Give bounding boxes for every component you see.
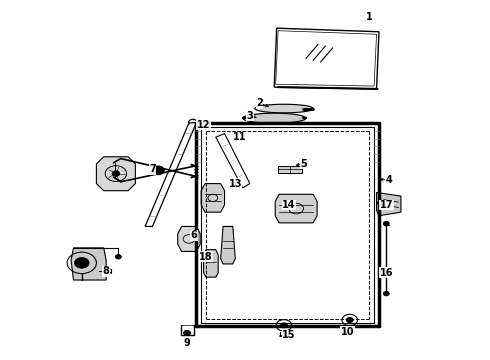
Text: 14: 14 (282, 200, 295, 210)
Polygon shape (275, 194, 317, 223)
Polygon shape (220, 226, 235, 264)
Polygon shape (278, 166, 302, 173)
Polygon shape (243, 113, 306, 123)
Polygon shape (255, 104, 313, 113)
Text: 9: 9 (183, 338, 190, 347)
Circle shape (112, 171, 120, 176)
Polygon shape (201, 184, 224, 212)
Text: 12: 12 (197, 120, 210, 130)
Text: 1: 1 (366, 13, 372, 22)
Circle shape (346, 318, 353, 323)
Polygon shape (178, 226, 200, 251)
Text: 18: 18 (199, 252, 213, 262)
Text: 3: 3 (246, 111, 253, 121)
Text: 10: 10 (341, 327, 354, 337)
Text: 17: 17 (380, 200, 393, 210)
Circle shape (383, 292, 389, 296)
Circle shape (281, 323, 288, 328)
Circle shape (152, 166, 164, 175)
Text: 8: 8 (103, 266, 110, 276)
Text: 7: 7 (149, 164, 156, 174)
Text: 5: 5 (300, 159, 307, 169)
Circle shape (377, 201, 385, 206)
Polygon shape (71, 248, 106, 280)
Text: 11: 11 (233, 132, 247, 142)
Text: 13: 13 (228, 179, 242, 189)
Polygon shape (376, 193, 401, 216)
Text: 16: 16 (380, 268, 393, 278)
Circle shape (116, 255, 121, 259)
Text: 4: 4 (385, 175, 392, 185)
Circle shape (383, 221, 389, 226)
Polygon shape (97, 157, 135, 191)
Text: 15: 15 (282, 330, 295, 341)
Text: 2: 2 (256, 98, 263, 108)
Circle shape (74, 257, 89, 268)
Polygon shape (203, 249, 218, 277)
Text: 6: 6 (191, 230, 197, 240)
Circle shape (184, 330, 191, 336)
